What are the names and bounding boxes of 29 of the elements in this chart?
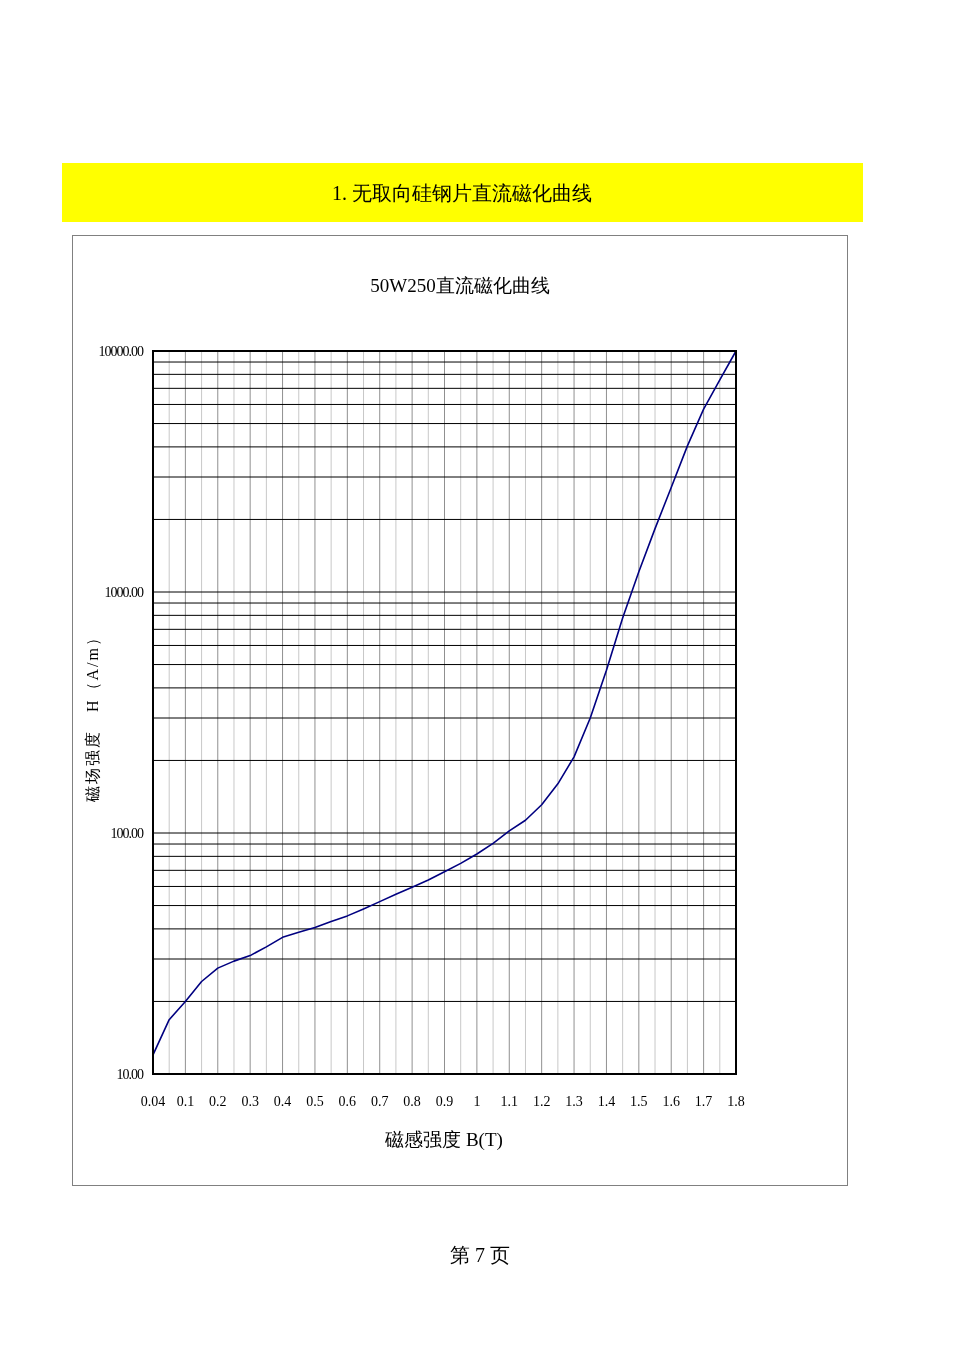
x-tick-label: 1.1: [500, 1094, 519, 1109]
x-tick-label: 1.2: [532, 1094, 551, 1109]
chart-title: 50W250直流磁化曲线: [370, 275, 550, 296]
x-tick-label: 1.4: [597, 1094, 616, 1109]
y-tick-label: 100.00: [110, 826, 144, 841]
x-tick-label: 0.6: [338, 1094, 357, 1109]
y-tick-label: 1000.00: [104, 585, 144, 600]
x-tick-label: 0.2: [209, 1094, 227, 1109]
y-tick-label: 10.00: [116, 1067, 144, 1082]
line-series: [152, 350, 737, 1056]
x-tick-label: 1.8: [727, 1094, 745, 1109]
x-tick-label: 0.9: [435, 1094, 454, 1109]
x-tick-label: 0.7: [370, 1094, 389, 1109]
x-tick-label: 1.5: [630, 1094, 648, 1109]
x-tick-label: 0.3: [241, 1094, 259, 1109]
x-tick-label: 1.3: [565, 1094, 583, 1109]
x-tick-label: 0.8: [403, 1094, 421, 1109]
x-tick-label: 1.7: [694, 1094, 713, 1109]
x-axis-title: 磁感强度 B(T): [384, 1129, 503, 1151]
x-tick-label: 0.5: [306, 1094, 324, 1109]
y-tick-label: 10000.00: [98, 344, 144, 359]
x-tick-label: 1: [473, 1094, 481, 1109]
x-tick-label: 1.6: [662, 1094, 680, 1109]
text: 第 7 页: [450, 1244, 510, 1266]
y-axis-title: 磁场强度 H（A/m）: [84, 628, 101, 803]
x-tick-label: 0.04: [140, 1094, 166, 1109]
x-tick-label: 0.4: [273, 1094, 292, 1109]
x-tick-label: 0.1: [176, 1094, 195, 1109]
heading: 1. 无取向硅钢片直流磁化曲线: [332, 182, 592, 204]
